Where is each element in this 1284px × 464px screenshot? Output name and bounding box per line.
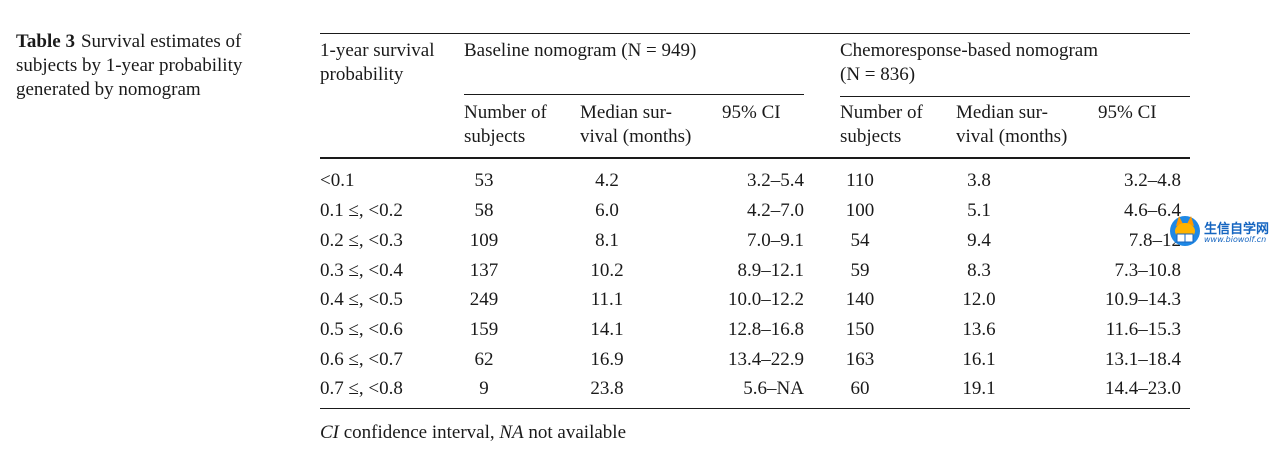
cell-baseline-median: 16.9 — [590, 349, 624, 370]
cell-baseline-ci: 5.6–NA — [743, 378, 804, 399]
wolf-logo-icon — [1170, 216, 1200, 246]
cell-baseline-median: 6.0 — [595, 200, 619, 221]
cell-chemo-ci: 14.4–23.0 — [1105, 378, 1181, 399]
cell-chemo-ci: 10.9–14.3 — [1105, 289, 1181, 310]
subheader-n-line1: Number of — [464, 102, 547, 123]
watermark: 生信自学网 www.biowolf.cn — [1168, 212, 1280, 252]
watermark-text: 生信自学网 — [1204, 222, 1270, 237]
cell-baseline-ci: 7.0–9.1 — [747, 230, 804, 251]
subheader-n-line2: subjects — [840, 126, 902, 147]
survival-table: 1-year survival probability Baseline nom… — [320, 33, 1190, 453]
subheader-chemo-median: Median sur- vival (months) — [956, 101, 1067, 149]
subheader-median-line1: Median sur- — [580, 102, 672, 123]
subheader-chemo-ci: 95% CI — [1098, 101, 1157, 125]
cell-chemo-n: 60 — [850, 378, 870, 399]
cell-chemo-n: 100 — [845, 200, 875, 221]
cell-probability: 0.6 ≤, <0.7 — [320, 349, 403, 370]
cell-chemo-ci: 3.2–4.8 — [1124, 170, 1181, 191]
cell-baseline-ci: 10.0–12.2 — [728, 289, 804, 310]
baseline-group-rule — [464, 94, 804, 95]
cell-chemo-median: 9.4 — [967, 230, 991, 251]
cell-chemo-n: 54 — [850, 230, 870, 251]
cell-baseline-n: 249 — [469, 289, 499, 310]
group-header-chemo-line2: (N = 836) — [840, 64, 916, 85]
cell-baseline-n: 9 — [479, 378, 489, 399]
cell-chemo-median: 5.1 — [967, 200, 991, 221]
cell-baseline-ci: 4.2–7.0 — [747, 200, 804, 221]
cell-probability: <0.1 — [320, 170, 355, 191]
cell-chemo-n: 59 — [850, 260, 870, 281]
cell-baseline-ci: 3.2–5.4 — [747, 170, 804, 191]
subheader-ci-text: 95% CI — [1098, 102, 1157, 123]
subheader-baseline-ci: 95% CI — [722, 101, 781, 125]
cell-probability: 0.5 ≤, <0.6 — [320, 319, 403, 340]
cell-baseline-median: 10.2 — [590, 260, 624, 281]
subheader-median-line1: Median sur- — [956, 102, 1048, 123]
cell-chemo-n: 140 — [845, 289, 875, 310]
cell-baseline-n: 159 — [469, 319, 499, 340]
cell-baseline-ci: 13.4–22.9 — [728, 349, 804, 370]
cell-chemo-ci: 7.3–10.8 — [1114, 260, 1182, 281]
cell-baseline-ci: 8.9–12.1 — [737, 260, 805, 281]
col-header-probability-line2: probability — [320, 64, 404, 85]
cell-baseline-n: 58 — [474, 200, 494, 221]
subheader-n-line1: Number of — [840, 102, 923, 123]
cell-baseline-median: 14.1 — [590, 319, 624, 340]
cell-baseline-median: 8.1 — [595, 230, 619, 251]
subheader-chemo-n: Number of subjects — [840, 101, 923, 149]
table-footnote: CI confidence interval, NA not available — [320, 421, 626, 445]
cell-probability: 0.3 ≤, <0.4 — [320, 260, 403, 281]
cell-chemo-median: 12.0 — [962, 289, 996, 310]
subheader-ci-text: 95% CI — [722, 102, 781, 123]
watermark-url: www.biowolf.cn — [1204, 235, 1267, 244]
cell-probability: 0.7 ≤, <0.8 — [320, 378, 403, 399]
group-header-chemo: Chemoresponse-based nomogram (N = 836) — [840, 39, 1098, 87]
group-header-chemo-line1: Chemoresponse-based nomogram — [840, 40, 1099, 61]
chemo-group-rule — [840, 96, 1190, 97]
cell-chemo-ci: 13.1–18.4 — [1105, 349, 1181, 370]
subheader-baseline-median: Median sur- vival (months) — [580, 101, 691, 149]
cell-chemo-ci: 11.6–15.3 — [1105, 319, 1181, 340]
cell-baseline-ci: 12.8–16.8 — [728, 319, 804, 340]
footnote-na-abbr: NA — [499, 422, 524, 443]
table-bottom-rule — [320, 408, 1190, 409]
cell-baseline-median: 11.1 — [590, 289, 624, 310]
subheader-n-line2: subjects — [464, 126, 526, 147]
cell-chemo-ci: 4.6–6.4 — [1124, 200, 1181, 221]
cell-probability: 0.2 ≤, <0.3 — [320, 230, 403, 251]
col-header-probability-line1: 1-year survival — [320, 40, 435, 61]
header-bottom-rule — [320, 157, 1190, 159]
table-caption: Table 3 Survival estimates of subjects by… — [16, 30, 286, 102]
group-header-baseline: Baseline nomogram (N = 949) — [464, 39, 696, 63]
cell-chemo-median: 8.3 — [967, 260, 991, 281]
footnote-na-text: not available — [523, 422, 627, 443]
table-caption-text: Survival estimates of subjects by 1-year… — [16, 31, 243, 100]
cell-chemo-n: 110 — [846, 170, 874, 191]
footnote-ci-abbr: CI — [320, 422, 339, 443]
subheader-baseline-n: Number of subjects — [464, 101, 547, 149]
cell-baseline-n: 109 — [469, 230, 499, 251]
cell-chemo-median: 19.1 — [962, 378, 996, 399]
cell-probability: 0.1 ≤, <0.2 — [320, 200, 403, 221]
footnote-ci-text: confidence interval, — [339, 422, 500, 443]
cell-chemo-median: 16.1 — [962, 349, 996, 370]
group-header-baseline-text: Baseline nomogram (N = 949) — [464, 40, 697, 61]
cell-chemo-n: 150 — [845, 319, 875, 340]
cell-baseline-n: 62 — [474, 349, 494, 370]
subheader-median-line2: vival (months) — [580, 126, 692, 147]
cell-baseline-n: 53 — [474, 170, 494, 191]
cell-chemo-ci: 7.8–12 — [1128, 230, 1181, 251]
table-top-rule — [320, 33, 1190, 34]
cell-chemo-median: 3.8 — [967, 170, 991, 191]
cell-baseline-median: 4.2 — [595, 170, 619, 191]
cell-probability: 0.4 ≤, <0.5 — [320, 289, 403, 310]
cell-baseline-median: 23.8 — [590, 378, 624, 399]
col-header-probability: 1-year survival probability — [320, 39, 434, 87]
subheader-median-line2: vival (months) — [956, 126, 1068, 147]
cell-baseline-n: 137 — [469, 260, 499, 281]
cell-chemo-median: 13.6 — [962, 319, 996, 340]
cell-chemo-n: 163 — [845, 349, 875, 370]
table-label: Table 3 — [16, 31, 75, 52]
